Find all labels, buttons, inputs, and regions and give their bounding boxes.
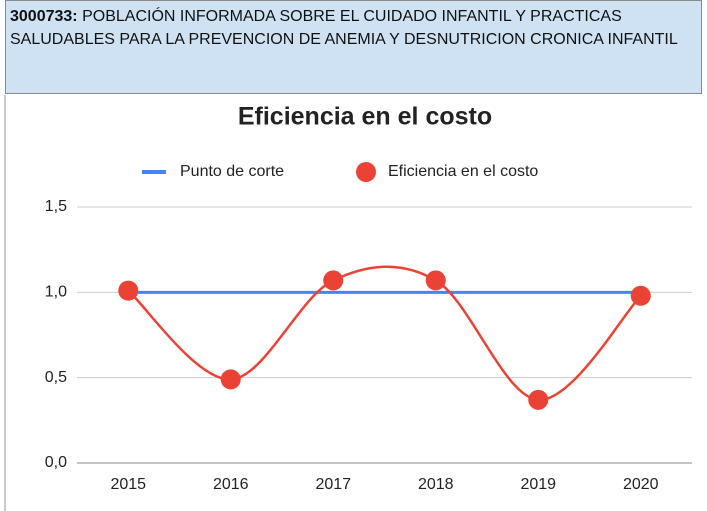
point-marker bbox=[425, 270, 446, 291]
header: 3000733: POBLACIÓN INFORMADA SOBRE EL CU… bbox=[5, 0, 702, 94]
point-marker bbox=[323, 270, 344, 291]
legend-label: Punto de corte bbox=[180, 163, 284, 180]
legend-swatch bbox=[356, 162, 376, 182]
y-tick-label: 1,0 bbox=[45, 284, 67, 301]
point-marker bbox=[118, 280, 139, 301]
x-tick-label: 2018 bbox=[418, 476, 454, 493]
series-line bbox=[127, 265, 642, 402]
header-title: POBLACIÓN INFORMADA SOBRE EL CUIDADO INF… bbox=[10, 8, 678, 48]
header-code: 3000733: bbox=[10, 8, 78, 25]
x-tick-label: 2020 bbox=[623, 476, 659, 493]
y-tick-label: 1,5 bbox=[45, 198, 67, 215]
point-marker bbox=[630, 285, 651, 306]
x-tick-label: 2016 bbox=[213, 476, 249, 493]
legend-label: Eficiencia en el costo bbox=[388, 163, 538, 180]
point-marker bbox=[220, 369, 241, 390]
point-marker bbox=[528, 389, 549, 410]
x-tick-label: 2017 bbox=[315, 476, 351, 493]
x-tick-label: 2019 bbox=[520, 476, 556, 493]
x-tick-label: 2015 bbox=[110, 476, 146, 493]
chart-title: Eficiencia en el costo bbox=[238, 103, 492, 131]
y-tick-label: 0,0 bbox=[45, 454, 67, 471]
y-tick-label: 0,5 bbox=[45, 369, 67, 386]
